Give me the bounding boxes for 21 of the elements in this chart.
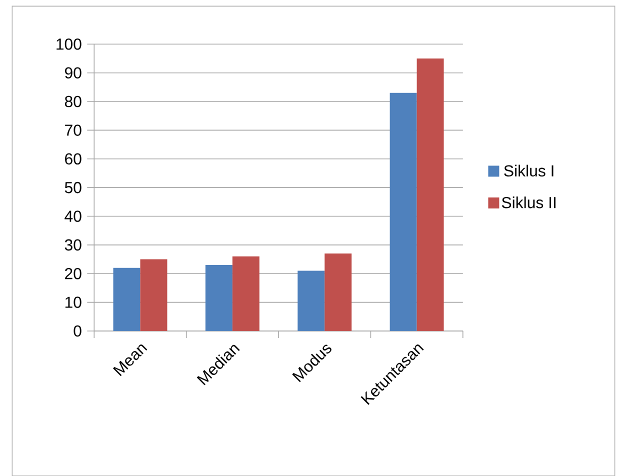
legend-label: Siklus I: [504, 164, 554, 176]
bar: [140, 259, 168, 331]
y-tick-label: 90: [65, 67, 82, 78]
bar: [113, 268, 140, 331]
y-tick-label: 50: [64, 182, 82, 194]
y-tick-label: 80: [64, 96, 82, 108]
y-tick-label: 40: [64, 210, 82, 222]
y-tick-label: 0: [74, 325, 82, 336]
bar: [232, 256, 260, 331]
y-tick-label: 60: [65, 153, 82, 164]
legend-label: Siklus II: [502, 196, 556, 208]
bar: [205, 264, 232, 331]
bar: [390, 92, 417, 331]
y-tick-label: 70: [65, 124, 82, 136]
y-tick-label: 10: [65, 296, 82, 308]
y-tick-label: 20: [65, 268, 82, 280]
bar: [298, 270, 325, 331]
bar: [416, 58, 444, 331]
y-tick-label: 100: [56, 38, 82, 50]
y-tick-label: 30: [64, 239, 82, 250]
bar: [324, 253, 352, 331]
